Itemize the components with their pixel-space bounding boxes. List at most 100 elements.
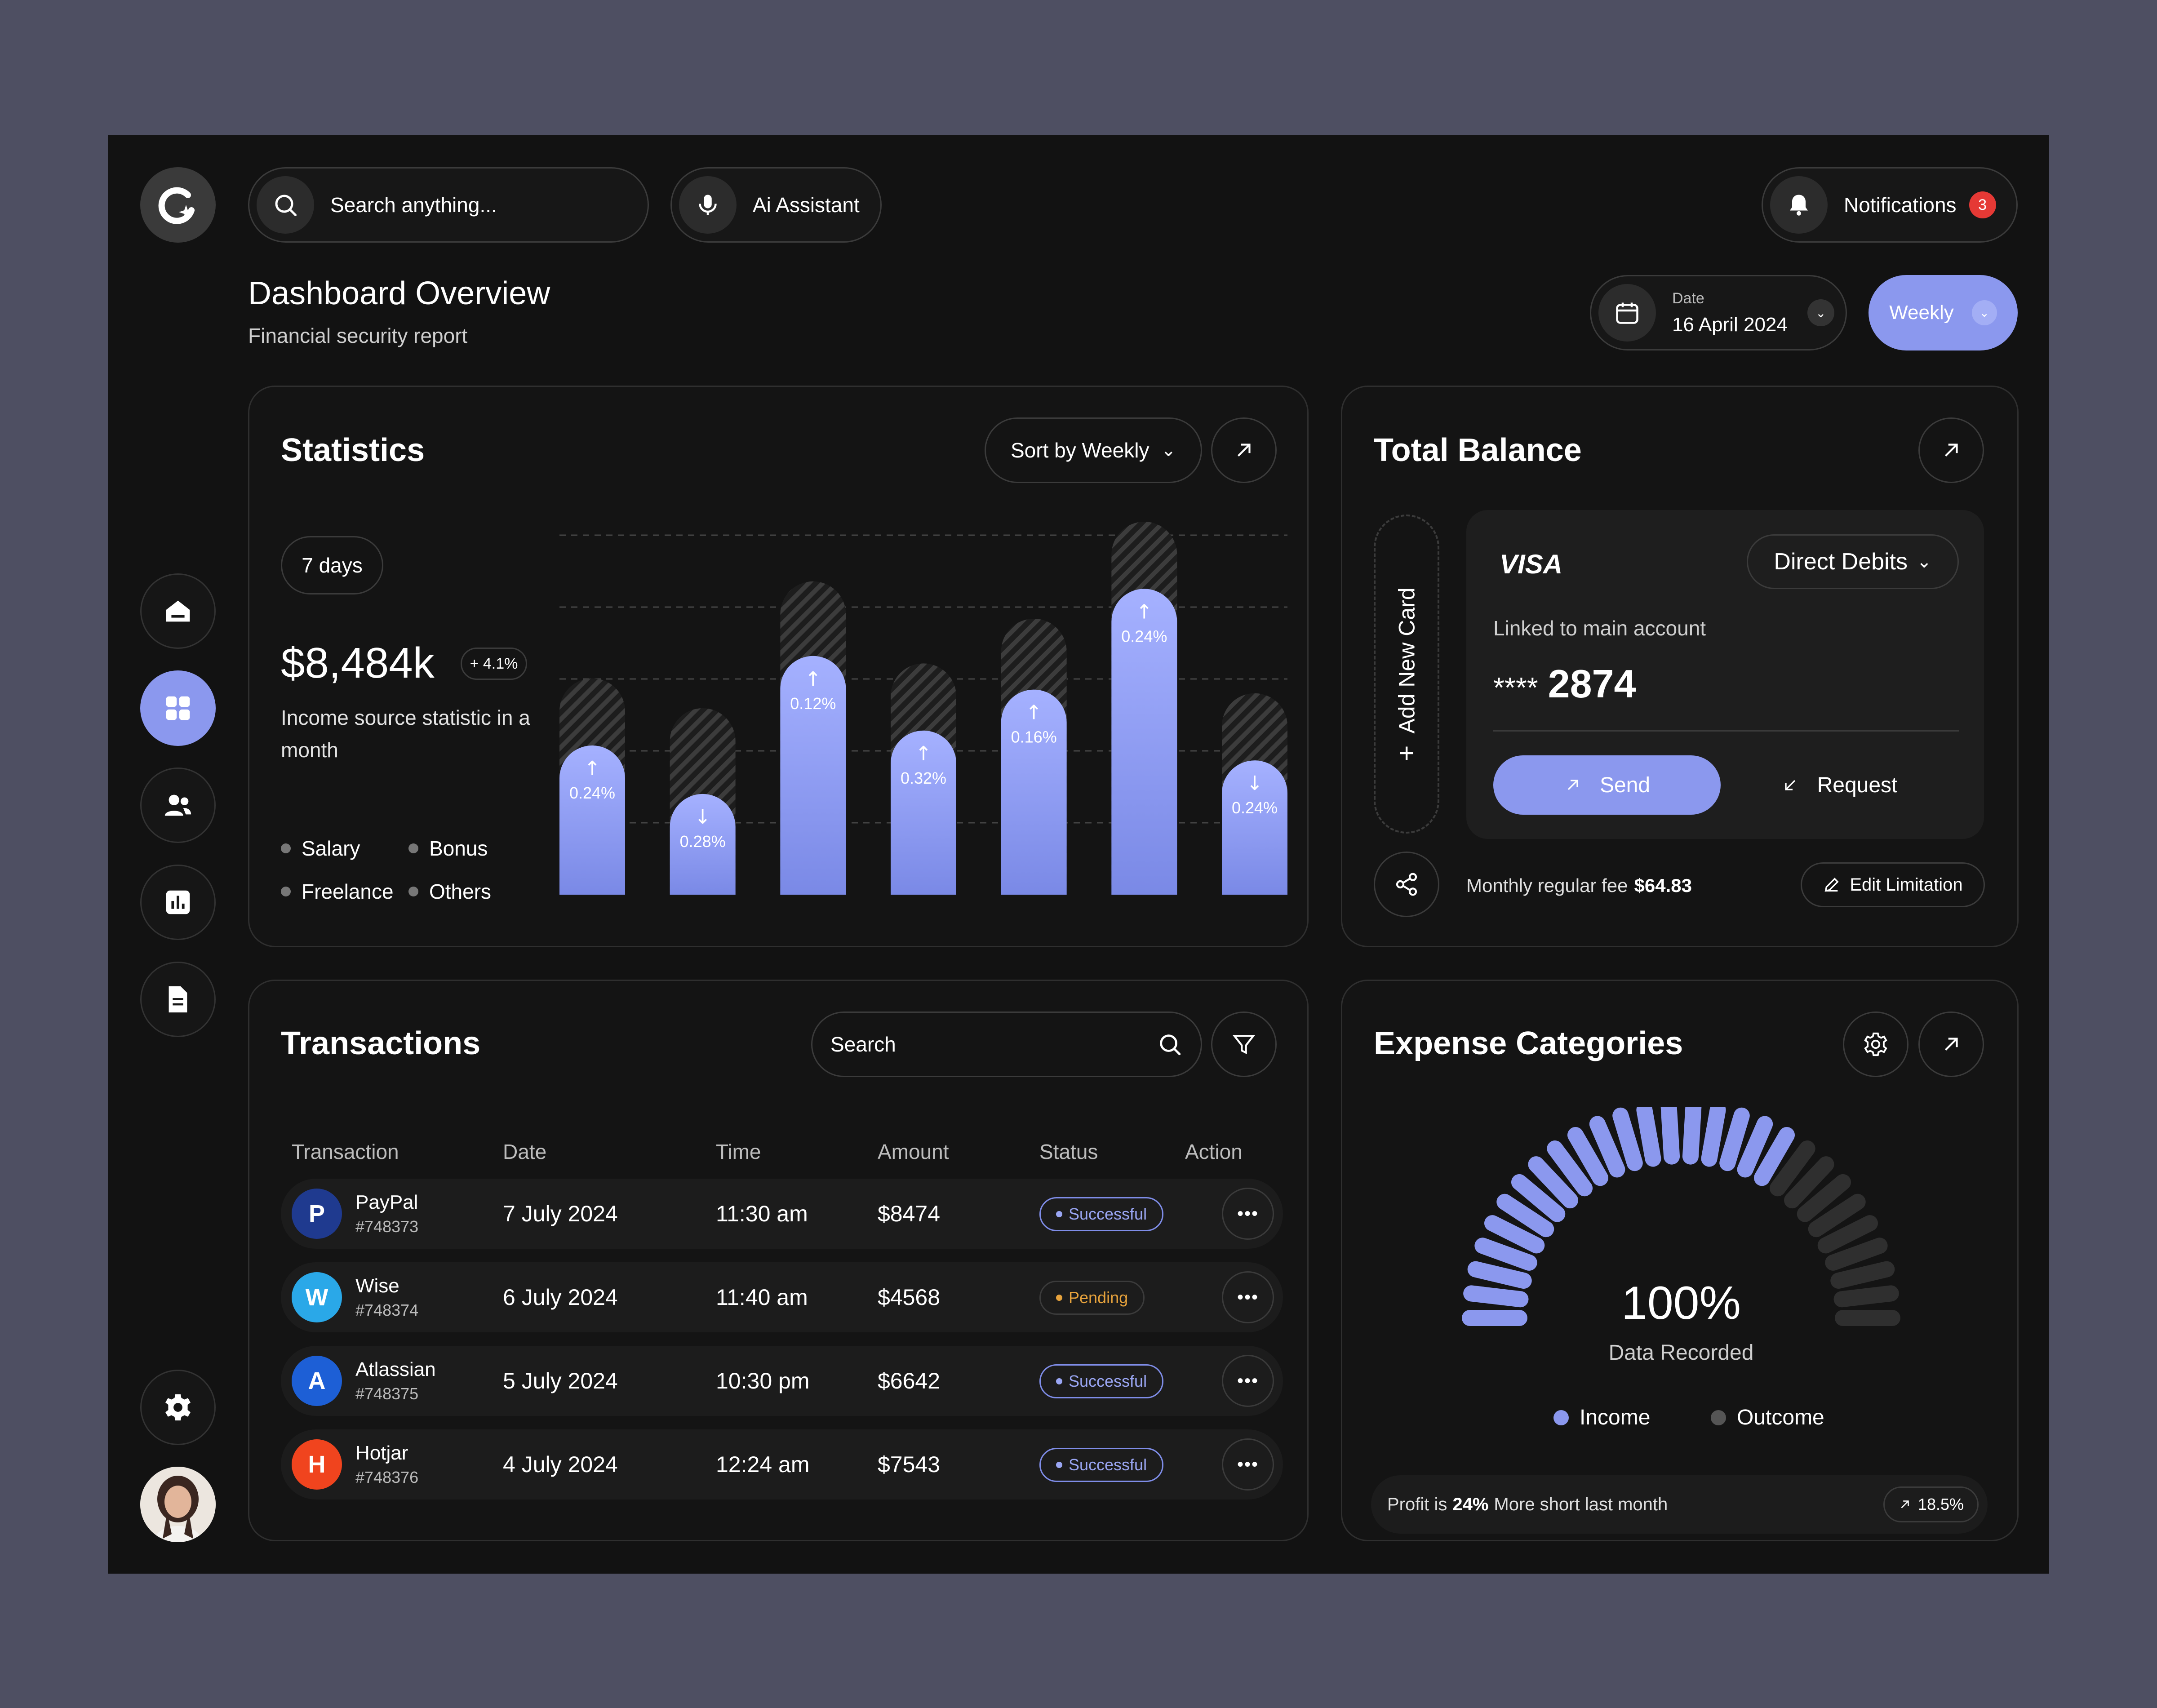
ai-assistant-button[interactable]: Ai Assistant — [670, 167, 882, 243]
more-options-button[interactable]: ••• — [1222, 1438, 1274, 1491]
merchant-logo-icon: P — [292, 1189, 342, 1239]
column-header: Action — [1185, 1140, 1243, 1163]
balance-title: Total Balance — [1374, 432, 1582, 468]
search-icon — [1160, 1034, 1181, 1056]
expense-title: Expense Categories — [1374, 1025, 1683, 1061]
legend-dot — [408, 843, 418, 853]
send-label: Send — [1599, 773, 1651, 797]
column-header: Amount — [878, 1140, 949, 1163]
filter-button[interactable] — [1211, 1011, 1277, 1077]
nav-home[interactable] — [140, 573, 216, 649]
direct-debits-dropdown[interactable]: Direct Debits ⌄ — [1747, 534, 1959, 589]
avatar[interactable] — [140, 1467, 216, 1542]
gauge-segment — [1496, 1193, 1554, 1238]
action-cell: ••• — [1174, 1262, 1283, 1332]
app-logo[interactable] — [140, 167, 216, 243]
date-cell: 6 July 2024 — [492, 1262, 705, 1332]
expand-button[interactable] — [1918, 417, 1984, 483]
gauge-segment — [1589, 1116, 1625, 1178]
status-dot — [1056, 1461, 1062, 1468]
app-frame: Search anything... Ai Assistant Notifica… — [108, 135, 2049, 1574]
edit-limitation-label: Edit Limitation — [1850, 874, 1963, 895]
arrow-down-icon: ↓ — [1247, 772, 1263, 795]
arrow-up-icon: ↑ — [584, 757, 601, 780]
transactions-search-input[interactable]: Search — [830, 1033, 896, 1056]
gauge-segment — [1737, 1116, 1773, 1178]
add-new-card-button[interactable]: + Add New Card — [1374, 515, 1439, 834]
column-header: Time — [716, 1140, 761, 1163]
legend-dot — [281, 843, 291, 853]
bar-label: 0.24% — [569, 784, 615, 802]
merchant-logo-icon: A — [292, 1356, 342, 1406]
card-mask: **** — [1493, 671, 1538, 704]
more-options-button[interactable]: ••• — [1222, 1355, 1274, 1407]
notifications-count-badge: 3 — [1969, 191, 1996, 218]
nav-dashboard[interactable] — [140, 670, 216, 746]
change-badge: + 4.1% — [461, 648, 527, 680]
range-label: 7 days — [302, 554, 363, 577]
sort-dropdown[interactable]: Sort by Weekly ⌄ — [985, 417, 1202, 483]
range-chip[interactable]: 7 days — [281, 536, 383, 594]
pencil-icon — [1824, 878, 1839, 892]
gauge-segment — [1701, 1107, 1726, 1167]
notifications-button[interactable]: Notifications 3 — [1762, 167, 2018, 243]
more-options-button[interactable]: ••• — [1222, 1188, 1274, 1240]
monthly-fee-value: $64.83 — [1634, 875, 1692, 896]
income-amount: $8,484k — [281, 639, 435, 687]
monthly-fee-label: Monthly regular fee — [1466, 875, 1628, 896]
nav-documents[interactable] — [140, 962, 216, 1037]
table-row[interactable]: H Hotjar #748376 4 July 2024 12:24 am $7543 Su… — [281, 1429, 1283, 1499]
profit-badge: 18.5% — [1883, 1486, 1979, 1522]
send-button[interactable]: Send — [1493, 755, 1721, 815]
transaction-id: #748373 — [355, 1217, 419, 1236]
card-brand: VISA — [1500, 549, 1563, 579]
status-dot — [1056, 1294, 1062, 1301]
legend-dot — [1553, 1410, 1569, 1425]
bar — [1111, 589, 1177, 895]
amount-cell: $6642 — [867, 1346, 1029, 1416]
expand-button[interactable] — [1918, 1011, 1984, 1077]
global-search[interactable]: Search anything... — [248, 167, 649, 243]
table-row[interactable]: P PayPal #748373 7 July 2024 11:30 am $8474 Su… — [281, 1179, 1283, 1249]
microphone-icon — [679, 176, 737, 234]
nav-users[interactable] — [140, 767, 216, 843]
monthly-fee: Monthly regular fee $64.83 — [1466, 875, 1692, 896]
status-cell: Successful — [1029, 1346, 1174, 1416]
transaction-cell: H Hotjar #748376 — [281, 1429, 492, 1499]
date-label: Date — [1672, 289, 1704, 307]
date-cell: 7 July 2024 — [492, 1179, 705, 1249]
card-last4: 2874 — [1548, 661, 1636, 706]
grid-icon — [166, 696, 190, 720]
date-cell: 4 July 2024 — [492, 1429, 705, 1499]
gauge-segment — [1660, 1107, 1680, 1165]
transactions-search[interactable]: Search — [811, 1011, 1202, 1077]
table-row[interactable]: W Wise #748374 6 July 2024 11:40 am $4568 Pend… — [281, 1262, 1283, 1332]
more-options-button[interactable]: ••• — [1222, 1271, 1274, 1323]
status-cell: Pending — [1029, 1262, 1174, 1332]
settings-button[interactable] — [1843, 1011, 1908, 1077]
table-header-row: Transaction Date Time Amount Status Acti… — [281, 1138, 1283, 1165]
expand-button[interactable] — [1211, 417, 1277, 483]
legend-income: Income — [1553, 1405, 1650, 1430]
nav-analytics[interactable] — [140, 865, 216, 940]
period-label: Weekly — [1889, 302, 1954, 324]
profit-banner: Profit is 24% More short last month 18.5… — [1371, 1475, 1988, 1534]
chevron-down-icon: ⌄ — [1971, 300, 1997, 325]
nav-settings[interactable] — [140, 1370, 216, 1445]
bar — [780, 656, 846, 895]
date-picker[interactable]: Date 16 April 2024 ⌄ — [1590, 275, 1847, 350]
merchant-name: Hotjar — [355, 1442, 408, 1464]
amount-cell: $4568 — [867, 1262, 1029, 1332]
share-button[interactable] — [1374, 852, 1439, 917]
expense-categories-card: Expense Categories 100% Data Recorded In… — [1341, 980, 2019, 1541]
edit-limitation-button[interactable]: Edit Limitation — [1801, 862, 1985, 907]
table-row[interactable]: A Atlassian #748375 5 July 2024 10:30 pm $664… — [281, 1346, 1283, 1416]
request-button[interactable]: Request — [1745, 755, 1934, 815]
total-balance-card: Total Balance + Add New Card VISA Direct… — [1341, 386, 2019, 947]
period-select[interactable]: Weekly ⌄ — [1869, 275, 2018, 350]
logo-icon — [158, 187, 195, 224]
merchant-name: Atlassian — [355, 1358, 436, 1380]
arrow-up-right-icon — [1901, 1500, 1909, 1508]
search-input[interactable]: Search anything... — [330, 193, 497, 217]
user-avatar-image — [140, 1467, 216, 1542]
